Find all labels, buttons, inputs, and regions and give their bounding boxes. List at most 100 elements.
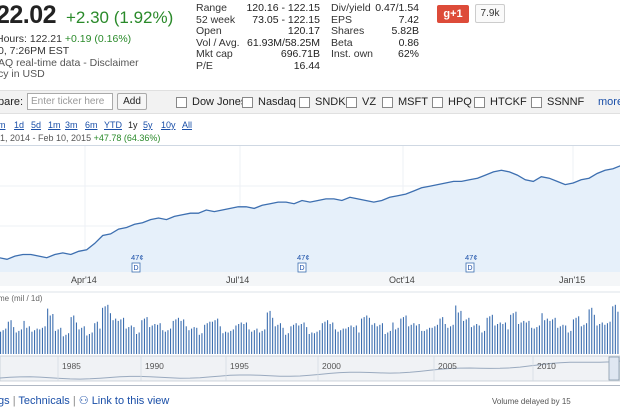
volume-bar — [298, 325, 300, 354]
footer-sep-2: | — [72, 395, 76, 407]
volume-bar — [96, 321, 98, 354]
timeline-selection[interactable] — [608, 356, 620, 381]
zoom-link[interactable]: 10y — [161, 120, 176, 130]
volume-bar — [75, 322, 77, 354]
stat-value: 0.47/1.54 — [375, 2, 419, 14]
dividend-marker[interactable] — [297, 262, 307, 273]
volume-bar — [368, 317, 370, 354]
compare-item[interactable]: HPQ — [432, 96, 472, 108]
stat-label: Inst. own — [331, 48, 374, 60]
timeline-tick-label: 1985 — [62, 361, 81, 371]
volume-bar — [81, 327, 83, 354]
stat-value: 73.05 - 122.15 — [252, 13, 320, 26]
zoom-link[interactable]: 5d — [31, 120, 42, 130]
price-chart[interactable]: Apr'14 Jul'14 Oct'14 Jan'15 47¢ D 47¢ D 47¢ Dme (… — [0, 146, 620, 386]
volume-bar — [512, 313, 514, 354]
volume-bar — [303, 322, 305, 354]
stat-label: Mkt cap — [196, 48, 233, 60]
link-icon[interactable]: ⚇ — [78, 395, 89, 407]
footer-link-technicals[interactable]: Technicals — [18, 395, 70, 407]
volume-bar — [410, 324, 412, 354]
volume-bar — [261, 330, 263, 354]
compare-item-label: HTCKF — [490, 96, 527, 108]
volume-bar — [146, 317, 148, 354]
timeline-tick-label: 2005 — [438, 361, 457, 371]
volume-bar — [222, 333, 224, 354]
stat-label: Range — [196, 2, 227, 14]
volume-bar — [70, 317, 72, 354]
volume-bar — [290, 326, 292, 354]
price-line[interactable] — [0, 165, 620, 260]
volume-bar — [251, 331, 253, 354]
zoom-link[interactable]: 5y — [143, 120, 153, 130]
stat-row: Inst. own 62% — [331, 48, 419, 61]
volume-bar — [104, 306, 106, 354]
compare-item-label: MSFT — [398, 96, 428, 108]
compare-checkbox[interactable] — [531, 96, 542, 108]
compare-item[interactable]: HTCKF — [474, 96, 527, 108]
volume-bar — [209, 321, 211, 354]
compare-checkbox[interactable] — [346, 96, 357, 108]
compare-checkbox[interactable] — [382, 96, 393, 108]
volume-bar — [329, 324, 331, 354]
zoom-link[interactable]: 3m — [65, 120, 78, 130]
stat-label: P/E — [196, 59, 213, 72]
compare-checkbox[interactable] — [474, 96, 485, 108]
volume-bar — [211, 321, 213, 354]
compare-item[interactable]: SSNNF — [531, 96, 584, 108]
volume-bar — [15, 332, 17, 354]
volume-bar — [497, 324, 499, 354]
dividend-marker-letter: D — [468, 265, 473, 272]
zoom-link[interactable]: 1m — [48, 120, 61, 130]
stat-label: EPS — [331, 13, 353, 26]
compare-item[interactable]: MSFT — [382, 96, 428, 108]
after-hours-change: +0.19 (0.16%) — [64, 33, 132, 45]
zoom-link[interactable]: 1d — [14, 120, 25, 130]
dividend-label: 47¢ — [131, 253, 144, 262]
zoom-link[interactable]: YTD — [104, 120, 122, 130]
volume-bar — [295, 323, 297, 354]
zoom-link[interactable]: 6m — [85, 120, 98, 130]
volume-bar — [353, 327, 355, 354]
google-plus-button[interactable]: g+1 — [437, 5, 469, 23]
compare-item[interactable]: SNDK — [299, 96, 346, 108]
add-button[interactable]: Add — [117, 93, 147, 110]
volume-bar — [277, 324, 279, 354]
compare-checkbox[interactable] — [242, 96, 253, 108]
volume-bar — [293, 324, 295, 354]
compare-item[interactable]: VZ — [346, 96, 376, 108]
volume-bar — [117, 320, 119, 354]
timeline-navigator[interactable] — [0, 355, 620, 382]
compare-item[interactable]: Dow Jones — [176, 96, 246, 108]
compare-checkbox[interactable] — [432, 96, 443, 108]
date-range: 1, 2014 - Feb 10, 2015 +47.78 (64.36%) — [0, 133, 160, 143]
zoom-link[interactable]: All — [182, 120, 193, 130]
more-link[interactable]: more — [598, 96, 620, 108]
volume-bar — [57, 329, 59, 354]
volume-bar — [570, 330, 572, 354]
volume-bar — [536, 327, 538, 354]
volume-bar — [528, 320, 530, 354]
volume-bar — [60, 327, 62, 354]
zoom-link[interactable]: 1y — [128, 120, 138, 130]
compare-checkbox[interactable] — [176, 96, 187, 108]
disclaimer-text[interactable]: AQ real-time data - Disclaimer — [0, 57, 139, 69]
plus-count: 7.9k — [475, 4, 505, 23]
zoom-link[interactable]: m — [0, 120, 6, 130]
volume-bar — [355, 325, 357, 354]
volume-bar — [389, 330, 391, 354]
volume-bar — [342, 328, 344, 354]
after-hours-label: Hours: — [0, 33, 27, 45]
volume-bar — [120, 319, 122, 354]
volume-bar — [578, 316, 580, 354]
footer-link-gs[interactable]: gs — [0, 395, 10, 407]
footer-link-view[interactable]: Link to this view — [91, 395, 170, 407]
compare-item[interactable]: Nasdaq — [242, 96, 296, 108]
volume-bar — [204, 324, 206, 354]
stat-row: Range 120.16 - 122.15 — [196, 2, 320, 15]
compare-checkbox[interactable] — [299, 96, 310, 108]
dividend-marker[interactable] — [465, 262, 475, 273]
ticker-input[interactable]: Enter ticker here — [27, 93, 113, 110]
volume-bar — [379, 324, 381, 354]
dividend-marker[interactable] — [131, 262, 141, 273]
